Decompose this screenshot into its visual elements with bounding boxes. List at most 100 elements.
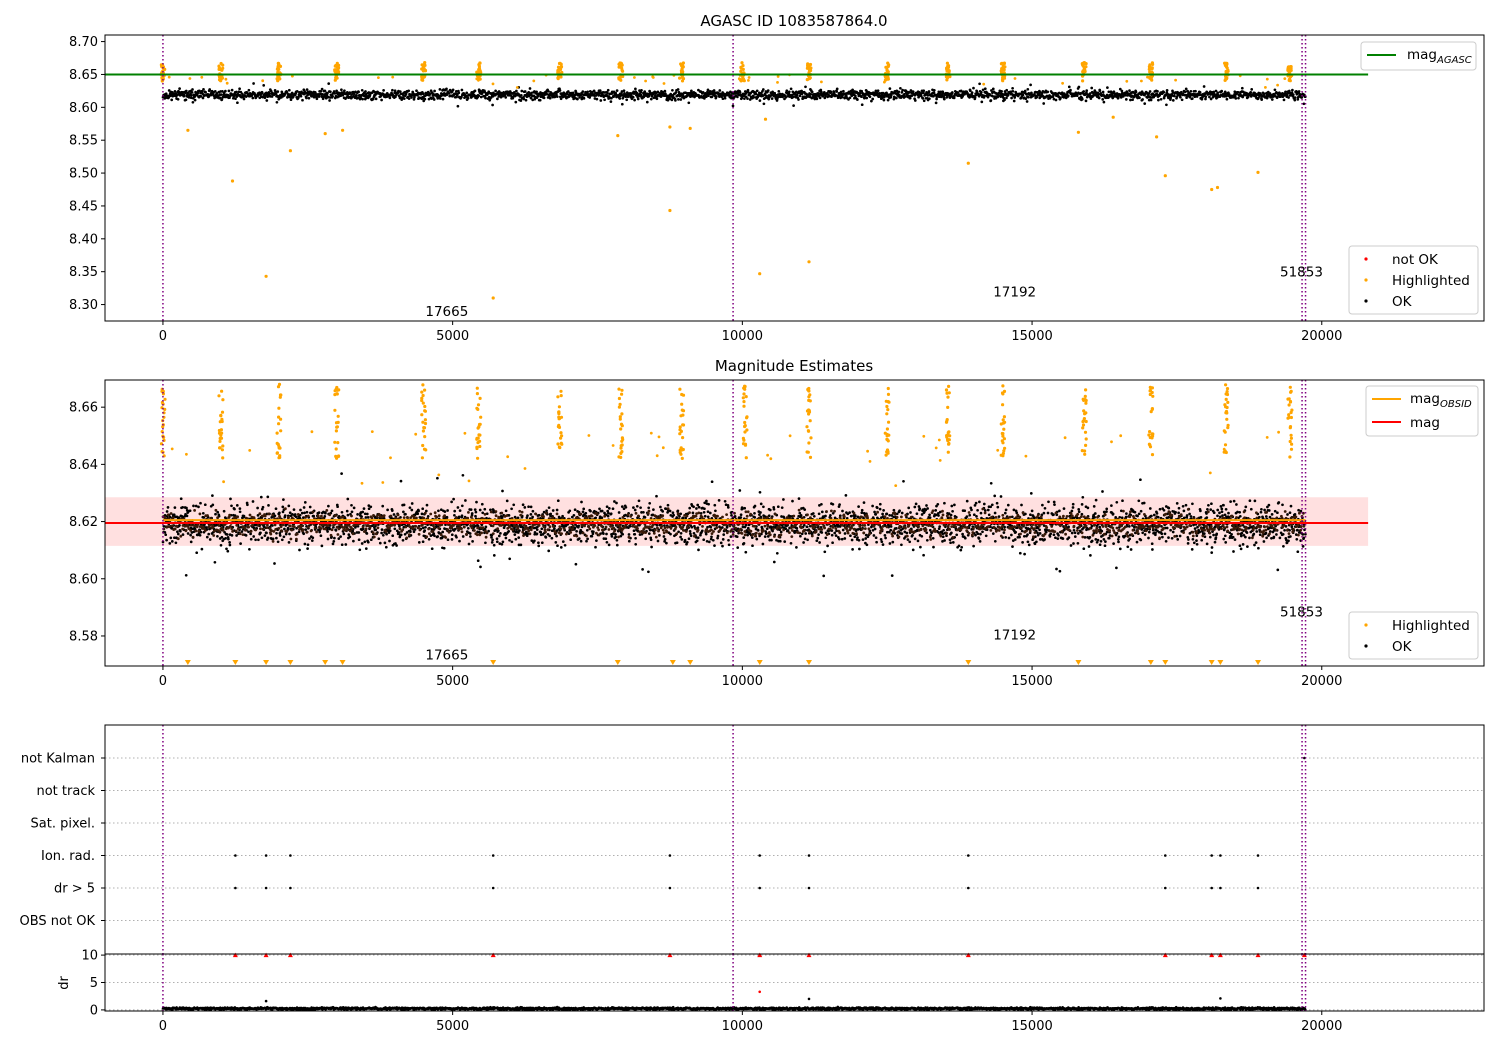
ok-point bbox=[450, 533, 454, 537]
ok-point bbox=[555, 95, 559, 98]
ok-point bbox=[688, 529, 692, 533]
ok-point bbox=[521, 503, 525, 507]
ok-point bbox=[550, 536, 554, 540]
ok-point bbox=[366, 540, 370, 544]
ok-point bbox=[164, 92, 168, 96]
highlighted-outlier-point bbox=[758, 272, 762, 276]
ok-point bbox=[263, 534, 267, 537]
ok-point bbox=[410, 508, 414, 512]
ok-point bbox=[259, 531, 262, 535]
ok-point bbox=[624, 505, 628, 509]
ok-point bbox=[281, 510, 285, 514]
ok-point bbox=[1293, 96, 1297, 99]
ok-point bbox=[483, 507, 487, 511]
ok-point bbox=[592, 89, 596, 93]
ok-point bbox=[423, 97, 427, 101]
ok-point bbox=[508, 557, 512, 561]
ok-point bbox=[1162, 90, 1166, 94]
ok-point bbox=[1143, 102, 1147, 105]
panel1-legend-top[interactable]: magAGASC bbox=[1360, 41, 1477, 71]
ok-point bbox=[636, 97, 640, 101]
ok-point bbox=[605, 91, 609, 95]
ok-point bbox=[1148, 90, 1152, 93]
ok-point bbox=[531, 515, 534, 519]
ok-point bbox=[224, 89, 227, 93]
ok-point bbox=[934, 101, 938, 105]
highlighted-point bbox=[776, 81, 779, 84]
highlighted-point bbox=[276, 65, 280, 69]
ok-point bbox=[356, 513, 359, 516]
ok-point bbox=[350, 510, 354, 514]
ok-point bbox=[479, 89, 482, 93]
ok-point bbox=[620, 505, 624, 508]
ok-point bbox=[1300, 96, 1304, 99]
ok-point bbox=[731, 104, 735, 108]
ok-point bbox=[456, 104, 460, 108]
ok-point bbox=[402, 503, 406, 507]
highlighted-point bbox=[1150, 66, 1154, 70]
ok-point bbox=[195, 551, 199, 555]
ok-point bbox=[305, 96, 308, 100]
ok-point bbox=[348, 91, 352, 94]
ok-point bbox=[355, 94, 358, 97]
ok-point bbox=[574, 562, 578, 566]
ok-point bbox=[600, 509, 604, 513]
ok-point bbox=[496, 97, 499, 101]
ok-point bbox=[701, 90, 705, 94]
ok-point bbox=[776, 505, 780, 509]
ok-point bbox=[804, 85, 807, 89]
ok-point bbox=[421, 92, 425, 96]
ok-point bbox=[605, 505, 609, 509]
ok-point bbox=[559, 97, 563, 101]
ok-point bbox=[547, 89, 550, 93]
ok-point bbox=[495, 540, 499, 544]
ok-point bbox=[332, 540, 336, 543]
ok-point bbox=[1082, 90, 1086, 93]
ok-point bbox=[306, 547, 309, 550]
ok-point bbox=[973, 96, 977, 99]
ok-point bbox=[1249, 90, 1253, 94]
ok-point bbox=[950, 91, 954, 94]
ok-point bbox=[343, 89, 346, 93]
ok-point bbox=[970, 91, 974, 94]
y-tick-label: 8.60 bbox=[69, 101, 98, 116]
ok-point bbox=[216, 534, 219, 538]
ok-point bbox=[671, 511, 675, 515]
ok-point bbox=[519, 93, 523, 97]
ok-point bbox=[635, 91, 639, 95]
ok-point bbox=[324, 511, 327, 515]
ok-point bbox=[753, 511, 756, 515]
panel1-legend-bottom[interactable]: not OK Highlighted OK bbox=[1348, 245, 1479, 315]
ok-point bbox=[617, 511, 621, 514]
ok-point bbox=[615, 501, 618, 505]
ok-point bbox=[176, 97, 180, 101]
ok-point bbox=[283, 527, 286, 531]
ok-point bbox=[222, 509, 226, 513]
highlighted-point bbox=[421, 78, 425, 82]
ok-point bbox=[427, 537, 431, 541]
ok-point bbox=[275, 100, 279, 104]
ok-point bbox=[1225, 97, 1229, 101]
ok-point bbox=[1179, 95, 1182, 99]
ok-point bbox=[213, 89, 217, 93]
ok-point bbox=[384, 545, 388, 549]
ok-point bbox=[922, 89, 926, 93]
ok-point bbox=[1098, 89, 1102, 93]
ok-point bbox=[679, 531, 683, 535]
ok-point bbox=[542, 96, 546, 100]
ok-point bbox=[648, 501, 652, 505]
ok-point bbox=[523, 506, 527, 509]
ok-point bbox=[762, 505, 765, 509]
ok-point bbox=[254, 538, 257, 542]
ok-point bbox=[323, 89, 327, 93]
ok-point bbox=[479, 95, 483, 99]
highlighted-point bbox=[776, 75, 780, 78]
legend-label-not-ok: not OK bbox=[1392, 252, 1439, 268]
ok-point bbox=[789, 541, 793, 545]
ok-point bbox=[822, 574, 826, 578]
ok-point bbox=[770, 538, 773, 542]
ok-point bbox=[671, 88, 674, 92]
ok-point bbox=[173, 90, 177, 93]
ok-point bbox=[1106, 86, 1109, 89]
ok-point bbox=[287, 541, 291, 544]
